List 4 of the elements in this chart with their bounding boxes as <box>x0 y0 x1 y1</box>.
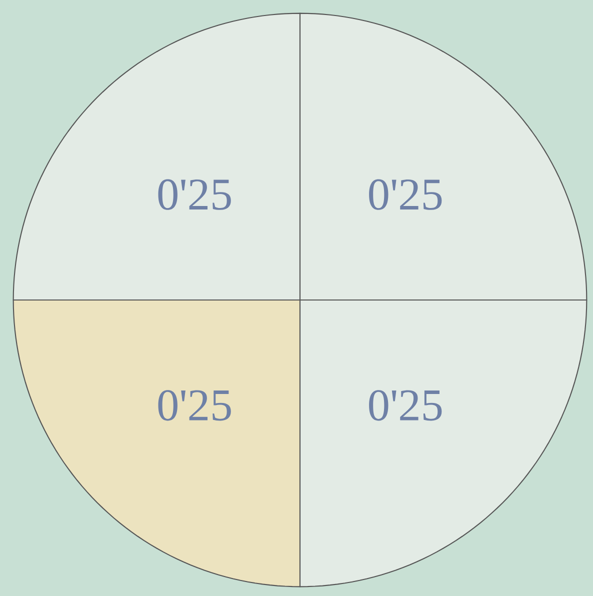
data-label: 0'25 <box>369 179 442 210</box>
data-label: 0'25 <box>369 390 442 421</box>
data-label: 0'25 <box>158 179 231 210</box>
data-label: 0'25 <box>158 390 231 421</box>
